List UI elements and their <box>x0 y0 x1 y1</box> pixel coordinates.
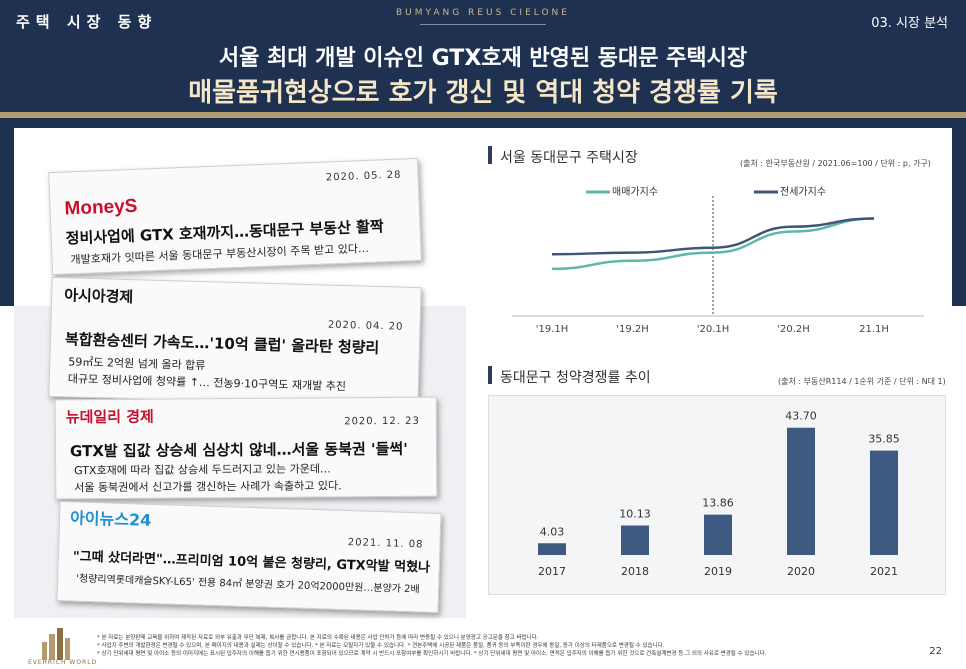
page-number: 22 <box>929 646 942 657</box>
section-marker <box>488 146 492 164</box>
line-chart: '19.1H '19.2H '20.1H '20.2H 21.1H 매매가지수 전세가지수 <box>512 186 924 335</box>
x-tick-label: 2019 <box>704 565 732 578</box>
section-label: 주택 시장 동향 <box>16 13 158 31</box>
bar <box>538 543 566 555</box>
x-tick-label: 2017 <box>538 565 566 578</box>
line-source: (출처 : 한국부동산원 / 2021.06=100 / 단위 : p, 가구) <box>740 159 931 168</box>
header-divider <box>0 112 966 118</box>
bar-value-label: 4.03 <box>540 525 565 538</box>
x-tick-label: 2018 <box>621 565 649 578</box>
legend-label: 매매가지수 <box>612 186 658 198</box>
bar <box>704 514 732 555</box>
news-clipping-newdaily: 뉴데일리 경제 2020. 12. 23 GTX발 집값 상승세 심상치 않네…… <box>54 396 438 500</box>
news-clipping-inews24: 아이뉴스24 2021. 11. 08 "그때 샀더라면"…프리미엄 10억 붙… <box>56 501 442 613</box>
disclaimer-notes: * 본 자료는 분양판매 교육을 위하여 제작된 자료로 외부 유출과 무단 복… <box>97 634 877 658</box>
company-logo-text: EVERRICH WORLD <box>28 659 98 666</box>
bar-value-label: 10.13 <box>619 508 651 521</box>
disclaimer-line: * 사업지 주변의 개발환경은 변경될 수 있으며, 본 페이지의 내용과 실제… <box>97 643 665 649</box>
x-tick-label: '20.1H <box>697 324 730 335</box>
bar <box>621 525 649 555</box>
inews24-logo: 아이뉴스24 <box>69 508 152 530</box>
bar-value-label: 43.70 <box>785 410 817 423</box>
x-tick-label: 21.1H <box>859 324 889 335</box>
bar <box>870 450 898 555</box>
clipping-date: 2020. 04. 20 <box>327 319 404 333</box>
page-label: 03. 시장 분석 <box>871 16 948 31</box>
x-tick-label: 2020 <box>787 565 815 578</box>
page-subtitle: 매물품귀현상으로 호가 갱신 및 역대 청약 경쟁률 기록 <box>188 78 778 108</box>
bar-chart-panel <box>488 395 946 595</box>
clipping-headline: 복합환승센터 가속도…'10억 클럽' 올라탄 청량리 <box>64 330 380 358</box>
series-line <box>551 217 875 271</box>
x-tick-label: 2021 <box>870 565 898 578</box>
clipping-date: 2020. 12. 23 <box>344 415 420 428</box>
asiae-logo: 아시아경제 <box>63 286 134 307</box>
brand-name: BUMYANG REUS CIELONE <box>396 8 570 18</box>
clipping-summary: GTX호재에 따라 집값 상승세 두드러지고 있는 가운데… <box>74 462 331 478</box>
series-line <box>551 217 875 256</box>
company-logo-icon <box>42 628 70 660</box>
brand-rule <box>420 24 546 25</box>
legend-label: 전세가지수 <box>780 186 826 198</box>
bar-value-label: 13.86 <box>702 497 734 510</box>
page-title: 서울 최대 개발 이슈인 GTX호재 반영된 동대문 주택시장 <box>218 46 748 71</box>
bar <box>787 427 815 555</box>
bar-value-label: 35.85 <box>868 433 900 446</box>
newdaily-logo: 뉴데일리 경제 <box>65 407 154 427</box>
clipping-summary-2: 서울 동북권에서 신고가를 갱신하는 사례가 속출하고 있다. <box>74 479 342 495</box>
line-section-title: 서울 동대문구 주택시장 <box>500 150 638 166</box>
clipping-headline: GTX발 집값 상승세 심상치 않네…서울 동북권 '들썩' <box>69 439 408 461</box>
clipping-date: 2021. 11. 08 <box>347 537 424 551</box>
bar-source: (출처 : 부동산R114 / 1순위 기준 / 단위 : N대 1) <box>778 377 946 386</box>
header-band <box>0 0 966 116</box>
clipping-date: 2020. 05. 28 <box>325 169 402 184</box>
disclaimer-line: * 본 자료는 분양판매 교육을 위하여 제작된 자료로 외부 유출과 무단 복… <box>97 635 539 641</box>
bar-section-title: 동대문구 청약경쟁률 추이 <box>500 370 651 386</box>
disclaimer-line: * 상기 단위세대 평면 및 아이소 등의 이미지에는 표시된 입주자의 이해를… <box>97 651 767 657</box>
clipping-summary-2: 대규모 정비사업에 청약률 ↑… 전농9·10구역도 재개발 추진 <box>67 372 347 394</box>
bar-chart: 4.03 2017 10.13 2018 13.86 2019 43.70 2020 35.85… <box>538 410 900 578</box>
news-clipping-asiae: 아시아경제 2020. 04. 20 복합환승센터 가속도…'10억 클럽' 올… <box>48 276 422 408</box>
section-marker <box>488 366 492 384</box>
x-tick-label: '19.1H <box>536 324 569 335</box>
moneys-logo: MoneyS <box>64 195 138 220</box>
x-tick-label: '19.2H <box>616 324 649 335</box>
news-clipping-moneys: MoneyS 2020. 05. 28 정비사업에 GTX 호재까지…동대문구 … <box>48 157 422 276</box>
x-tick-label: '20.2H <box>777 324 810 335</box>
